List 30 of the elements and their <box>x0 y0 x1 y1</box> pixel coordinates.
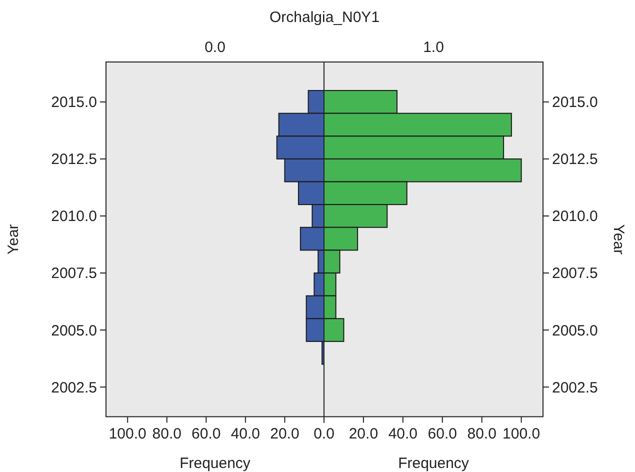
chart-title: 0.0 <box>204 39 226 56</box>
y-tick-label: 2005.0 <box>552 322 598 340</box>
x-tick-label: 100.0 <box>108 426 146 443</box>
y-tick-label: 2012.5 <box>552 151 598 168</box>
x-axis-title: Frequency <box>180 455 251 472</box>
y-tick-label: 2015.0 <box>51 94 97 112</box>
y-axis-title: Year <box>5 224 22 255</box>
y-tick-label: 2010.0 <box>51 208 97 226</box>
y-tick-label: 2007.5 <box>51 265 97 282</box>
chart-title: 1.0 <box>423 39 444 56</box>
y-tick-label: 2010.0 <box>552 208 598 226</box>
x-tick-label: 60.0 <box>192 426 221 443</box>
x-tick-label: 0.0 <box>314 426 334 443</box>
x-tick-label: 80.0 <box>152 426 182 443</box>
x-tick-label: 80.0 <box>467 426 496 443</box>
y-tick-label: 2005.0 <box>51 322 97 340</box>
y-tick-label: 2002.5 <box>552 379 598 396</box>
y-tick-label: 2012.5 <box>51 151 97 168</box>
y-tick-label: 2002.5 <box>51 379 97 396</box>
x-tick-label: 20.0 <box>348 426 378 443</box>
x-axis-title: Frequency <box>398 455 470 472</box>
x-tick-label: 40.0 <box>388 426 418 443</box>
text: Orchalgia_N0Y1 <box>269 9 380 26</box>
y-tick-label: 2007.5 <box>552 265 598 282</box>
y-axis-title: Year <box>610 224 627 255</box>
y-tick-label: 2015.0 <box>552 94 598 112</box>
x-tick-label: 100.0 <box>502 426 540 443</box>
x-tick-label: 20.0 <box>270 426 300 443</box>
x-tick-label: 40.0 <box>230 426 260 443</box>
x-tick-label: 60.0 <box>428 426 457 443</box>
